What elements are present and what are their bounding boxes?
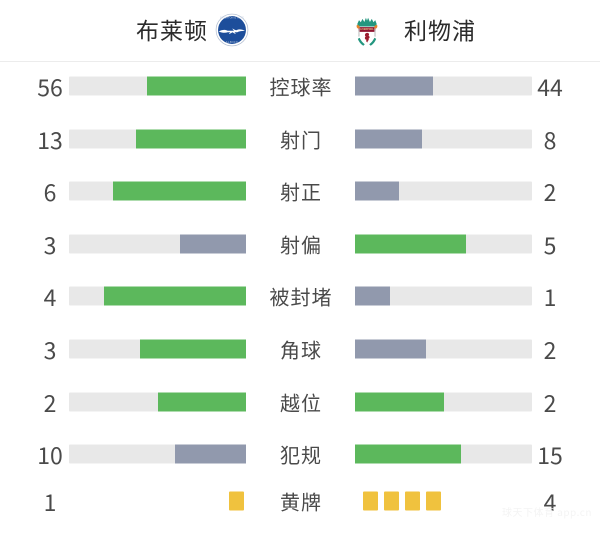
svg-text:LIVERPOOL: LIVERPOOL xyxy=(360,29,374,31)
svg-text:BRIGHTON & HOVE: BRIGHTON & HOVE xyxy=(220,17,245,20)
svg-text:ALBION: ALBION xyxy=(226,41,238,44)
